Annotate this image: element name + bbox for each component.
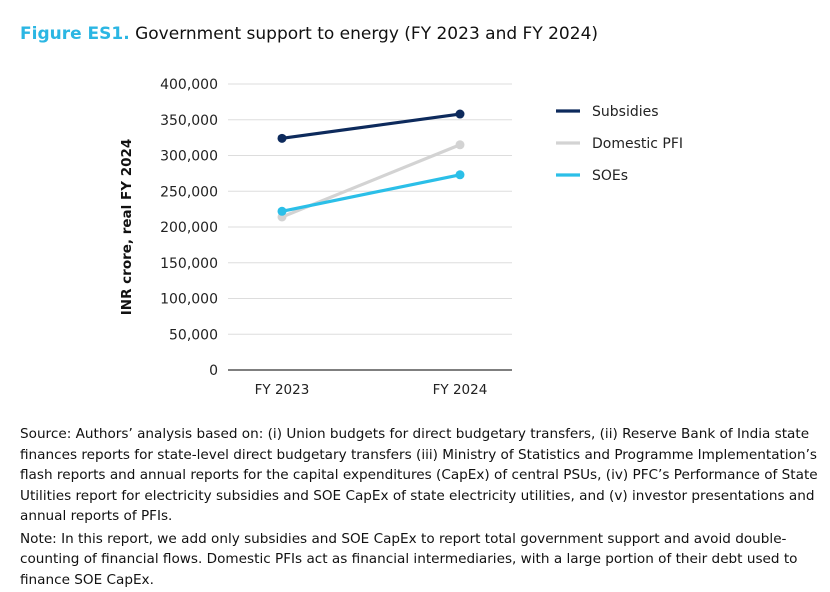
data-point [277,206,287,216]
y-tick-label: 400,000 [160,77,218,93]
legend-label: SOEs [592,168,628,184]
y-tick-label: 250,000 [160,184,218,200]
legend-label: Subsidies [592,104,659,120]
series-line-soes [281,173,461,213]
data-point [455,140,465,150]
y-tick-label: 200,000 [160,220,218,236]
legend-label: Domestic PFI [592,136,683,152]
y-tick-label: 0 [209,363,218,379]
x-tick-label: FY 2023 [255,382,310,398]
data-point [455,170,465,180]
figure-title-text: Government support to energy (FY 2023 an… [135,24,599,44]
line-chart: 0 50,000 100,000 150,000 200,000 250,000 300,0… [119,77,683,398]
source-note: Source: Authors’ analysis based on: (i) … [20,426,818,524]
note-text: Note: In this report, we add only subsid… [20,530,798,588]
y-tick-label: 100,000 [160,292,218,308]
y-tick-label: 150,000 [160,256,218,272]
figure-title: Figure ES1. Government support to energy… [20,24,598,44]
data-point [455,109,465,119]
y-axis-label: INR crore, real FY 2024 [119,139,135,316]
figure-label: Figure ES1. [20,24,130,44]
x-tick-label: FY 2024 [433,382,488,398]
series-line-subsidies [281,112,461,140]
data-point [277,133,287,143]
y-tick-label: 300,000 [160,149,218,165]
notes: Source: Authors’ analysis based on: (i) … [20,424,820,592]
y-tick-label: 350,000 [160,113,218,129]
y-tick-label: 50,000 [169,327,218,343]
